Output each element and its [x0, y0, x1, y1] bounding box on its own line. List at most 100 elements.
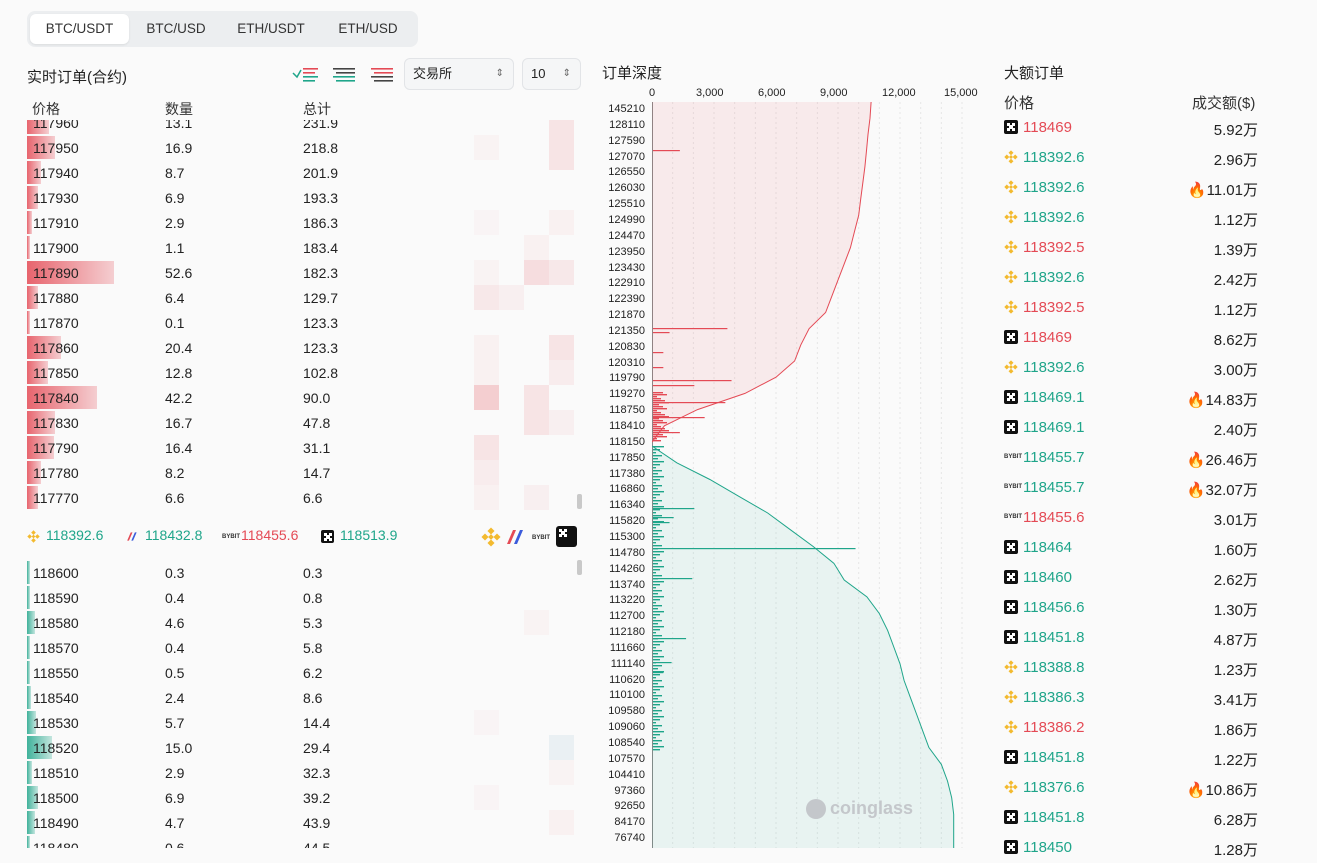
bid-row[interactable]: 118600 0.3 0.3: [27, 560, 477, 585]
ask-row[interactable]: 117860 20.4 123.3: [27, 335, 477, 360]
binance-filter-icon[interactable]: [481, 527, 501, 547]
binance-icon: [1004, 240, 1018, 254]
ask-row[interactable]: 117830 16.7 47.8: [27, 410, 477, 435]
bid-order-bar: [653, 644, 660, 646]
bid-row[interactable]: 118570 0.4 5.8: [27, 635, 477, 660]
large-order-row[interactable]: 118451.8 4.87万: [1004, 623, 1260, 653]
large-order-amount: 1.30万: [1213, 602, 1258, 619]
large-order-row[interactable]: 118392.6 3.00万: [1004, 353, 1260, 383]
bid-order-bar: [653, 722, 656, 724]
large-order-row[interactable]: 118469 8.62万: [1004, 323, 1260, 353]
bid-order-bar: [653, 506, 664, 508]
tab-eth-usdt[interactable]: ETH/USDT: [237, 21, 305, 36]
row-price: 118580: [33, 615, 79, 631]
depth-select[interactable]: 10 ⇕: [522, 58, 581, 90]
large-order-price: 118376.6: [1023, 779, 1085, 796]
row-total: 14.7: [303, 465, 331, 481]
large-order-row[interactable]: 118392.6 🔥11.01万: [1004, 173, 1260, 203]
large-order-row[interactable]: 118451.8 6.28万: [1004, 803, 1260, 833]
bitmex-filter-icon[interactable]: [505, 527, 527, 547]
ask-row[interactable]: 117790 16.4 31.1: [27, 435, 477, 460]
bid-row[interactable]: 118510 2.9 32.3: [27, 760, 477, 785]
large-order-row[interactable]: 118392.6 2.96万: [1004, 143, 1260, 173]
asks-scrollbar[interactable]: [577, 494, 582, 509]
tab-btc-usdt[interactable]: BTC/USDT: [30, 14, 129, 44]
bid-row[interactable]: 118550 0.5 6.2: [27, 660, 477, 685]
y-tick: 116860: [609, 483, 645, 496]
bids-scrollbar[interactable]: [577, 560, 582, 575]
tab-eth-usd[interactable]: ETH/USD: [338, 21, 398, 36]
ask-row[interactable]: 117960 13.1 231.9: [27, 120, 477, 135]
bid-order-bar: [653, 572, 656, 574]
ask-row[interactable]: 117880 6.4 129.7: [27, 285, 477, 310]
ask-row[interactable]: 117850 12.8 102.8: [27, 360, 477, 385]
bid-row[interactable]: 118590 0.4 0.8: [27, 585, 477, 610]
large-order-row[interactable]: 118464 1.60万: [1004, 533, 1260, 563]
binance-icon: [1004, 780, 1018, 794]
ask-row[interactable]: 117950 16.9 218.8: [27, 135, 477, 160]
bid-row[interactable]: 118520 15.0 29.4: [27, 735, 477, 760]
y-tick: 112700: [609, 610, 645, 623]
row-qty: 6.9: [165, 190, 185, 206]
large-order-row[interactable]: 118376.6 🔥10.86万: [1004, 773, 1260, 803]
row-qty: 1.1: [165, 240, 185, 256]
view-both-icon[interactable]: [292, 64, 320, 84]
view-bids-icon[interactable]: [330, 64, 358, 84]
ask-row[interactable]: 117900 1.1 183.4: [27, 235, 477, 260]
bitmex-icon: [127, 532, 137, 541]
row-total: 44.5: [303, 840, 331, 848]
depth-chart: [652, 102, 963, 848]
ask-row[interactable]: 117770 6.6 6.6: [27, 485, 477, 510]
large-order-row[interactable]: 118469.1 2.40万: [1004, 413, 1260, 443]
y-tick: 126550: [608, 166, 645, 179]
bid-row[interactable]: 118540 2.4 8.6: [27, 685, 477, 710]
y-tick: 127590: [608, 134, 645, 147]
bid-row[interactable]: 118480 0.6 44.5: [27, 835, 477, 848]
bybit-filter-icon[interactable]: BYBIT: [532, 535, 550, 541]
bid-row[interactable]: 118500 6.9 39.2: [27, 785, 477, 810]
large-order-row[interactable]: 118392.6 2.42万: [1004, 263, 1260, 293]
bid-row[interactable]: 118580 4.6 5.3: [27, 610, 477, 635]
large-order-row[interactable]: BYBIT 118455.6 3.01万: [1004, 503, 1260, 533]
large-order-row[interactable]: 118469.1 🔥14.83万: [1004, 383, 1260, 413]
row-qty: 12.8: [165, 365, 193, 381]
bid-order-bar: [653, 482, 656, 484]
ask-row[interactable]: 117780 8.2 14.7: [27, 460, 477, 485]
okx-icon: [1004, 420, 1018, 434]
large-order-row[interactable]: 118469 5.92万: [1004, 113, 1260, 143]
bid-order-bar: [653, 557, 656, 559]
ask-row[interactable]: 117870 0.1 123.3: [27, 310, 477, 335]
ask-row[interactable]: 117840 42.2 90.0: [27, 385, 477, 410]
large-order-row[interactable]: BYBIT 118455.7 🔥32.07万: [1004, 473, 1260, 503]
okx-filter-icon[interactable]: [556, 526, 577, 547]
ask-row[interactable]: 117940 8.7 201.9: [27, 160, 477, 185]
pair-tabs: BTC/USDT BTC/USD ETH/USDT ETH/USD: [27, 11, 418, 47]
large-order-row[interactable]: 118392.5 1.39万: [1004, 233, 1260, 263]
x-tick: 12,000: [882, 87, 916, 99]
large-order-row[interactable]: 118386.2 1.86万: [1004, 713, 1260, 743]
bid-row[interactable]: 118530 5.7 14.4: [27, 710, 477, 735]
row-qty: 16.7: [165, 415, 193, 431]
tab-btc-usd[interactable]: BTC/USD: [146, 21, 206, 36]
large-order-row[interactable]: 118392.6 1.12万: [1004, 203, 1260, 233]
binance-icon: [27, 530, 40, 543]
exchange-select[interactable]: 交易所 ⇕: [404, 58, 514, 90]
ask-order-bar: [653, 385, 695, 387]
large-order-row[interactable]: 118386.3 3.41万: [1004, 683, 1260, 713]
bid-order-bar: [653, 731, 664, 733]
okx-icon: [321, 529, 334, 543]
large-order-row[interactable]: 118392.5 1.12万: [1004, 293, 1260, 323]
large-order-row[interactable]: 118388.8 1.23万: [1004, 653, 1260, 683]
ask-row[interactable]: 117930 6.9 193.3: [27, 185, 477, 210]
large-order-row[interactable]: 118460 2.62万: [1004, 563, 1260, 593]
bid-order-bar: [653, 522, 670, 524]
bid-row[interactable]: 118490 4.7 43.9: [27, 810, 477, 835]
binance-icon: [1004, 210, 1018, 224]
large-order-row[interactable]: 118456.6 1.30万: [1004, 593, 1260, 623]
ask-row[interactable]: 117890 52.6 182.3: [27, 260, 477, 285]
large-order-row[interactable]: 118451.8 1.22万: [1004, 743, 1260, 773]
ask-row[interactable]: 117910 2.9 186.3: [27, 210, 477, 235]
large-order-row[interactable]: BYBIT 118455.7 🔥26.46万: [1004, 443, 1260, 473]
large-order-row[interactable]: 118450 1.28万: [1004, 833, 1260, 863]
view-asks-icon[interactable]: [368, 64, 396, 84]
